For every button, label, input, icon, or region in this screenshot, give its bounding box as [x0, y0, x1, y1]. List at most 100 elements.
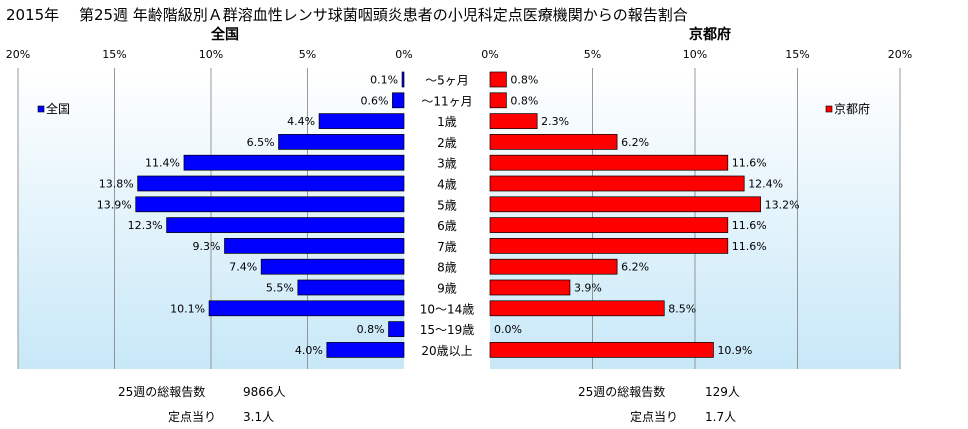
- national-data-label: 5.5%: [266, 282, 294, 295]
- national-bar: [137, 175, 405, 192]
- kyoto-data-label: 10.9%: [717, 344, 752, 357]
- kyoto-data-label: 0.0%: [494, 323, 522, 336]
- national-data-label: 0.6%: [360, 94, 388, 107]
- national-data-label: 12.3%: [128, 219, 163, 232]
- national-bar: [318, 113, 405, 129]
- age-category-label: 8歳: [437, 261, 457, 275]
- national-bar: [297, 279, 405, 296]
- left-x-tick-label: 10%: [199, 48, 223, 61]
- national-total-value: 9866人: [243, 385, 286, 399]
- national-data-label: 11.4%: [145, 157, 180, 170]
- national-bar: [224, 238, 405, 254]
- national-data-label: 4.4%: [287, 115, 315, 128]
- kyoto-bar: [489, 134, 618, 150]
- national-bar: [388, 321, 405, 337]
- right-x-axis-ticks: 0% 5% 10% 15% 20%: [481, 48, 912, 61]
- national-bar: [260, 258, 405, 275]
- left-panel-title: 全国: [210, 26, 239, 43]
- right-x-tick-label: 0%: [481, 48, 498, 61]
- kyoto-bar: [489, 113, 538, 129]
- right-legend-label: 京都府: [834, 101, 870, 116]
- left-legend: 全国: [37, 101, 70, 116]
- national-bar: [326, 342, 405, 358]
- national-bar: [135, 196, 405, 213]
- age-category-label: 4歳: [437, 178, 457, 192]
- page-title: 2015年 第25週 年齢階級別Ａ群溶血性レンサ球菌咽頭炎患者の小児科定点医療機…: [6, 6, 688, 24]
- age-category-label: ～5ヶ月: [425, 74, 469, 88]
- kyoto-bar: [489, 258, 618, 275]
- right-x-tick-label: 5%: [584, 48, 601, 61]
- kyoto-data-label: 11.6%: [732, 157, 767, 170]
- age-category-label: 5歳: [437, 198, 457, 212]
- kyoto-bar: [489, 71, 507, 88]
- kyoto-data-label: 0.8%: [510, 74, 538, 87]
- national-data-label: 9.3%: [193, 240, 221, 253]
- national-bar: [166, 217, 405, 233]
- kyoto-per-site-label: 定点当り: [630, 410, 679, 424]
- kyoto-data-labels: 0.8%0.8%2.3%6.2%11.6%12.4%13.2%11.6%11.6…: [494, 74, 800, 357]
- national-bar: [183, 154, 405, 171]
- left-x-tick-label: 15%: [102, 48, 126, 61]
- kyoto-data-label: 11.6%: [732, 240, 767, 253]
- national-data-label: 10.1%: [170, 302, 205, 315]
- age-category-label: 9歳: [437, 282, 457, 296]
- right-x-tick-label: 15%: [785, 48, 809, 61]
- national-data-label: 7.4%: [229, 261, 257, 274]
- age-category-label: 20歳以上: [421, 344, 472, 358]
- kyoto-data-label: 0.8%: [510, 94, 538, 107]
- kyoto-data-label: 12.4%: [748, 178, 783, 191]
- kyoto-bar: [489, 196, 761, 213]
- kyoto-data-label: 6.2%: [621, 136, 649, 149]
- national-data-labels: 0.1% 0.6% 4.4% 6.5% 11.4% 13.8% 13.9% 12.3% 9.3%…: [97, 74, 398, 357]
- kyoto-data-label: 11.6%: [732, 219, 767, 232]
- left-legend-label: 全国: [46, 101, 70, 116]
- left-x-tick-label: 0%: [395, 48, 412, 61]
- age-category-label: 10～14歳: [420, 302, 475, 316]
- kyoto-data-label: 8.5%: [668, 302, 696, 315]
- age-category-label: ～11ヶ月: [421, 94, 472, 108]
- national-data-label: 6.5%: [247, 136, 275, 149]
- kyoto-data-label: 3.9%: [574, 282, 602, 295]
- right-x-tick-label: 20%: [888, 48, 912, 61]
- kyoto-bar: [489, 154, 729, 171]
- right-panel-title: 京都府: [689, 26, 731, 43]
- left-x-tick-label: 5%: [299, 48, 316, 61]
- national-bar: [278, 134, 405, 150]
- kyoto-data-label: 2.3%: [541, 115, 569, 128]
- national-data-label: 13.8%: [99, 178, 134, 191]
- right-legend: 京都府: [825, 101, 870, 116]
- kyoto-bar: [489, 217, 729, 233]
- national-per-site-value: 3.1人: [243, 410, 275, 424]
- national-data-label: 0.1%: [370, 74, 398, 87]
- right-x-tick-label: 10%: [683, 48, 707, 61]
- age-category-label: 1歳: [437, 115, 457, 129]
- age-category-label: 2歳: [437, 136, 457, 150]
- age-category-label: 15～19歳: [420, 323, 475, 337]
- left-legend-swatch: [37, 105, 45, 113]
- kyoto-bars: [489, 71, 761, 358]
- kyoto-data-label: 6.2%: [621, 261, 649, 274]
- national-bar: [208, 300, 405, 317]
- age-category-labels: ～5ヶ月 ～11ヶ月 1歳 2歳 3歳 4歳 5歳 6歳 7歳 8歳 9歳 10～14歳 15～19歳 2…: [420, 74, 475, 358]
- national-data-label: 4.0%: [295, 344, 323, 357]
- kyoto-total-label: 25週の総報告数: [578, 385, 666, 399]
- kyoto-per-site-value: 1.7人: [705, 410, 737, 424]
- kyoto-bar: [489, 175, 745, 192]
- kyoto-data-label: 13.2%: [765, 198, 800, 211]
- left-x-axis-ticks: 20% 15% 10% 5% 0%: [6, 48, 413, 61]
- kyoto-bar: [489, 279, 571, 296]
- kyoto-total-value: 129人: [705, 385, 740, 399]
- national-bar: [401, 71, 405, 88]
- national-per-site-label: 定点当り: [168, 410, 217, 424]
- national-data-label: 13.9%: [97, 198, 132, 211]
- national-bar: [392, 92, 405, 109]
- kyoto-bar: [489, 300, 665, 317]
- age-category-label: 3歳: [437, 157, 457, 171]
- left-x-tick-label: 20%: [6, 48, 30, 61]
- kyoto-bar: [489, 92, 507, 109]
- kyoto-bar: [489, 238, 729, 254]
- age-category-label: 7歳: [437, 240, 457, 254]
- national-data-label: 0.8%: [357, 323, 385, 336]
- national-total-label: 25週の総報告数: [118, 385, 206, 399]
